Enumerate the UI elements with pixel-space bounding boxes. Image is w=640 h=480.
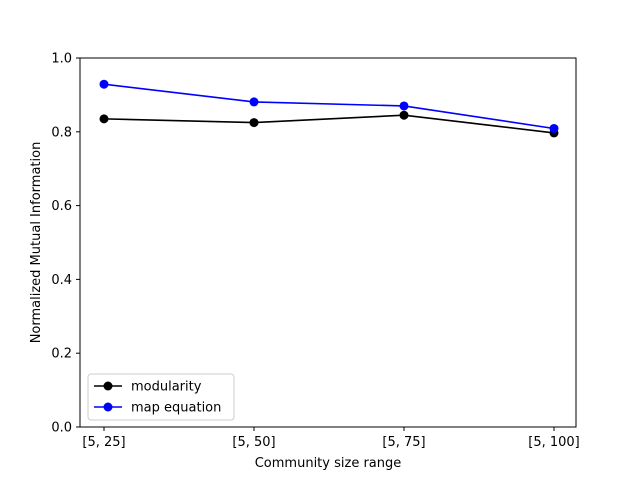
series-line-0 xyxy=(103,114,555,134)
y-tick-label-3: 0.6 xyxy=(51,199,72,214)
axes: 0.0 0.2 0.4 0.6 0.8 1.0 [5, 25] [5, 50] [5, 75] [… xyxy=(51,52,579,451)
y-tick-label-2: 0.4 xyxy=(51,273,72,288)
legend: modularity map equation xyxy=(87,373,235,421)
legend-label-1: map equation xyxy=(131,401,221,416)
x-tick-label-0: [5, 25] xyxy=(82,435,125,450)
x-axis-label: Community size range xyxy=(255,456,402,471)
data-point-s1-0 xyxy=(99,79,109,89)
series-line-1 xyxy=(103,83,555,130)
data-point-s0-0 xyxy=(99,114,109,124)
data-point-s1-2 xyxy=(399,101,409,111)
data-point-s0-1 xyxy=(249,118,259,128)
y-tick-label-5: 1.0 xyxy=(51,52,72,67)
x-tick-label-2: [5, 75] xyxy=(382,435,425,450)
legend-label-0: modularity xyxy=(131,380,202,395)
plot-area xyxy=(99,79,559,138)
plot-frame xyxy=(79,57,577,428)
x-tick-label-1: [5, 50] xyxy=(232,435,275,450)
y-tick-label-4: 0.8 xyxy=(51,125,72,140)
legend-marker-0 xyxy=(103,381,113,391)
data-point-s1-3 xyxy=(549,123,559,133)
data-point-s1-1 xyxy=(249,97,259,107)
legend-marker-1 xyxy=(103,402,113,412)
data-point-s0-2 xyxy=(399,110,409,120)
y-tick-label-0: 0.0 xyxy=(51,421,72,436)
legend-box xyxy=(87,373,235,421)
y-axis-label: Normalized Mutual Information xyxy=(29,142,44,344)
y-tick-label-1: 0.2 xyxy=(51,347,72,362)
x-tick-label-3: [5, 100] xyxy=(528,435,580,450)
